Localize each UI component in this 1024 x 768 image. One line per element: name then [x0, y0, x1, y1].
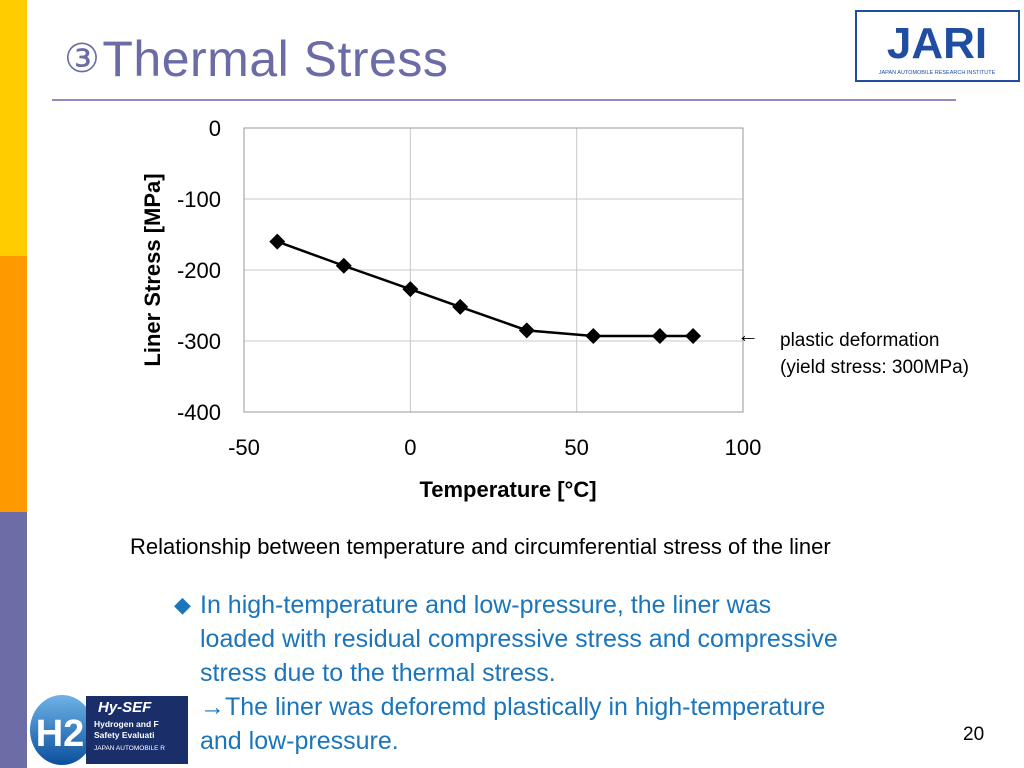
data-point-marker [685, 328, 702, 345]
hy-sef-logo: H2 Hy-SEF Hydrogen and F Safety Evaluati… [30, 695, 188, 765]
bullet-line-5: and low-pressure. [200, 727, 399, 755]
y-tick-label: -400 [177, 400, 221, 425]
page-number: 20 [963, 724, 985, 745]
bullet-text: ◆ In high-temperature and low-pressure, … [174, 588, 934, 758]
h2-icon: H2 [36, 713, 85, 755]
x-tick-label: -50 [228, 435, 260, 460]
data-point-marker [452, 298, 469, 315]
stress-chart: -50 0 50 100 0 -100 -200 -300 -400 Temperature … [140, 116, 761, 502]
figure-caption: Relationship between temperature and cir… [130, 534, 831, 559]
note-line-2: (yield stress: 300MPa) [780, 357, 970, 378]
y-tick-label: 0 [209, 116, 221, 141]
slide-title: ③Thermal Stress [64, 30, 448, 88]
x-tick-label: 100 [725, 435, 762, 460]
title-text: Thermal Stress [102, 31, 449, 87]
bullet-line-2: loaded with residual compressive stress … [200, 625, 838, 653]
plot-frame [243, 127, 744, 413]
hy-sef-title: Hy-SEF [98, 699, 152, 716]
side-accent-orange [0, 256, 27, 512]
data-point-marker [402, 281, 419, 298]
data-point-marker [651, 328, 668, 345]
y-tick-label: -300 [177, 329, 221, 354]
y-axis-label: Liner Stress [MPa] [140, 173, 165, 366]
bullet-line-1: In high-temperature and low-pressure, th… [200, 591, 772, 619]
data-point-marker [269, 233, 286, 250]
y-tick-labels: 0 -100 -200 -300 -400 [177, 116, 221, 425]
hy-sef-line-2: Safety Evaluati [94, 730, 154, 740]
data-point-marker [518, 322, 535, 339]
y-tick-label: -100 [177, 187, 221, 212]
jari-logo: JARI JAPAN AUTOMOBILE RESEARCH INSTITUTE [855, 10, 1020, 82]
x-axis-label: Temperature [°C] [419, 477, 596, 502]
y-tick-label: -200 [177, 258, 221, 283]
series-markers [269, 233, 702, 345]
x-tick-label: 0 [404, 435, 416, 460]
plastic-deformation-note: plastic deformation (yield stress: 300MP… [780, 327, 969, 381]
annotation-arrow: ← [737, 322, 759, 347]
bullet-diamond-icon: ◆ [174, 592, 191, 617]
title-number: ③ [64, 37, 101, 81]
title-rule [52, 99, 956, 101]
series-line [276, 240, 694, 338]
x-tick-labels: -50 0 50 100 [228, 435, 761, 460]
side-accent-purple [0, 512, 27, 768]
hy-sef-line-3: JAPAN AUTOMOBILE R [94, 745, 165, 752]
bullet-line-4: →The liner was deforemd plastically in h… [200, 693, 826, 721]
data-point-marker [335, 257, 352, 274]
side-accent-yellow [0, 0, 27, 256]
data-point-marker [585, 328, 602, 345]
jari-logo-text: JARI [887, 19, 987, 68]
jari-logo-subtext: JAPAN AUTOMOBILE RESEARCH INSTITUTE [879, 70, 996, 76]
hy-sef-line-1: Hydrogen and F [94, 719, 159, 729]
note-line-1: plastic deformation [780, 330, 940, 351]
chart-grid [243, 127, 744, 413]
bullet-line-3: stress due to the thermal stress. [200, 659, 556, 687]
x-tick-label: 50 [564, 435, 588, 460]
